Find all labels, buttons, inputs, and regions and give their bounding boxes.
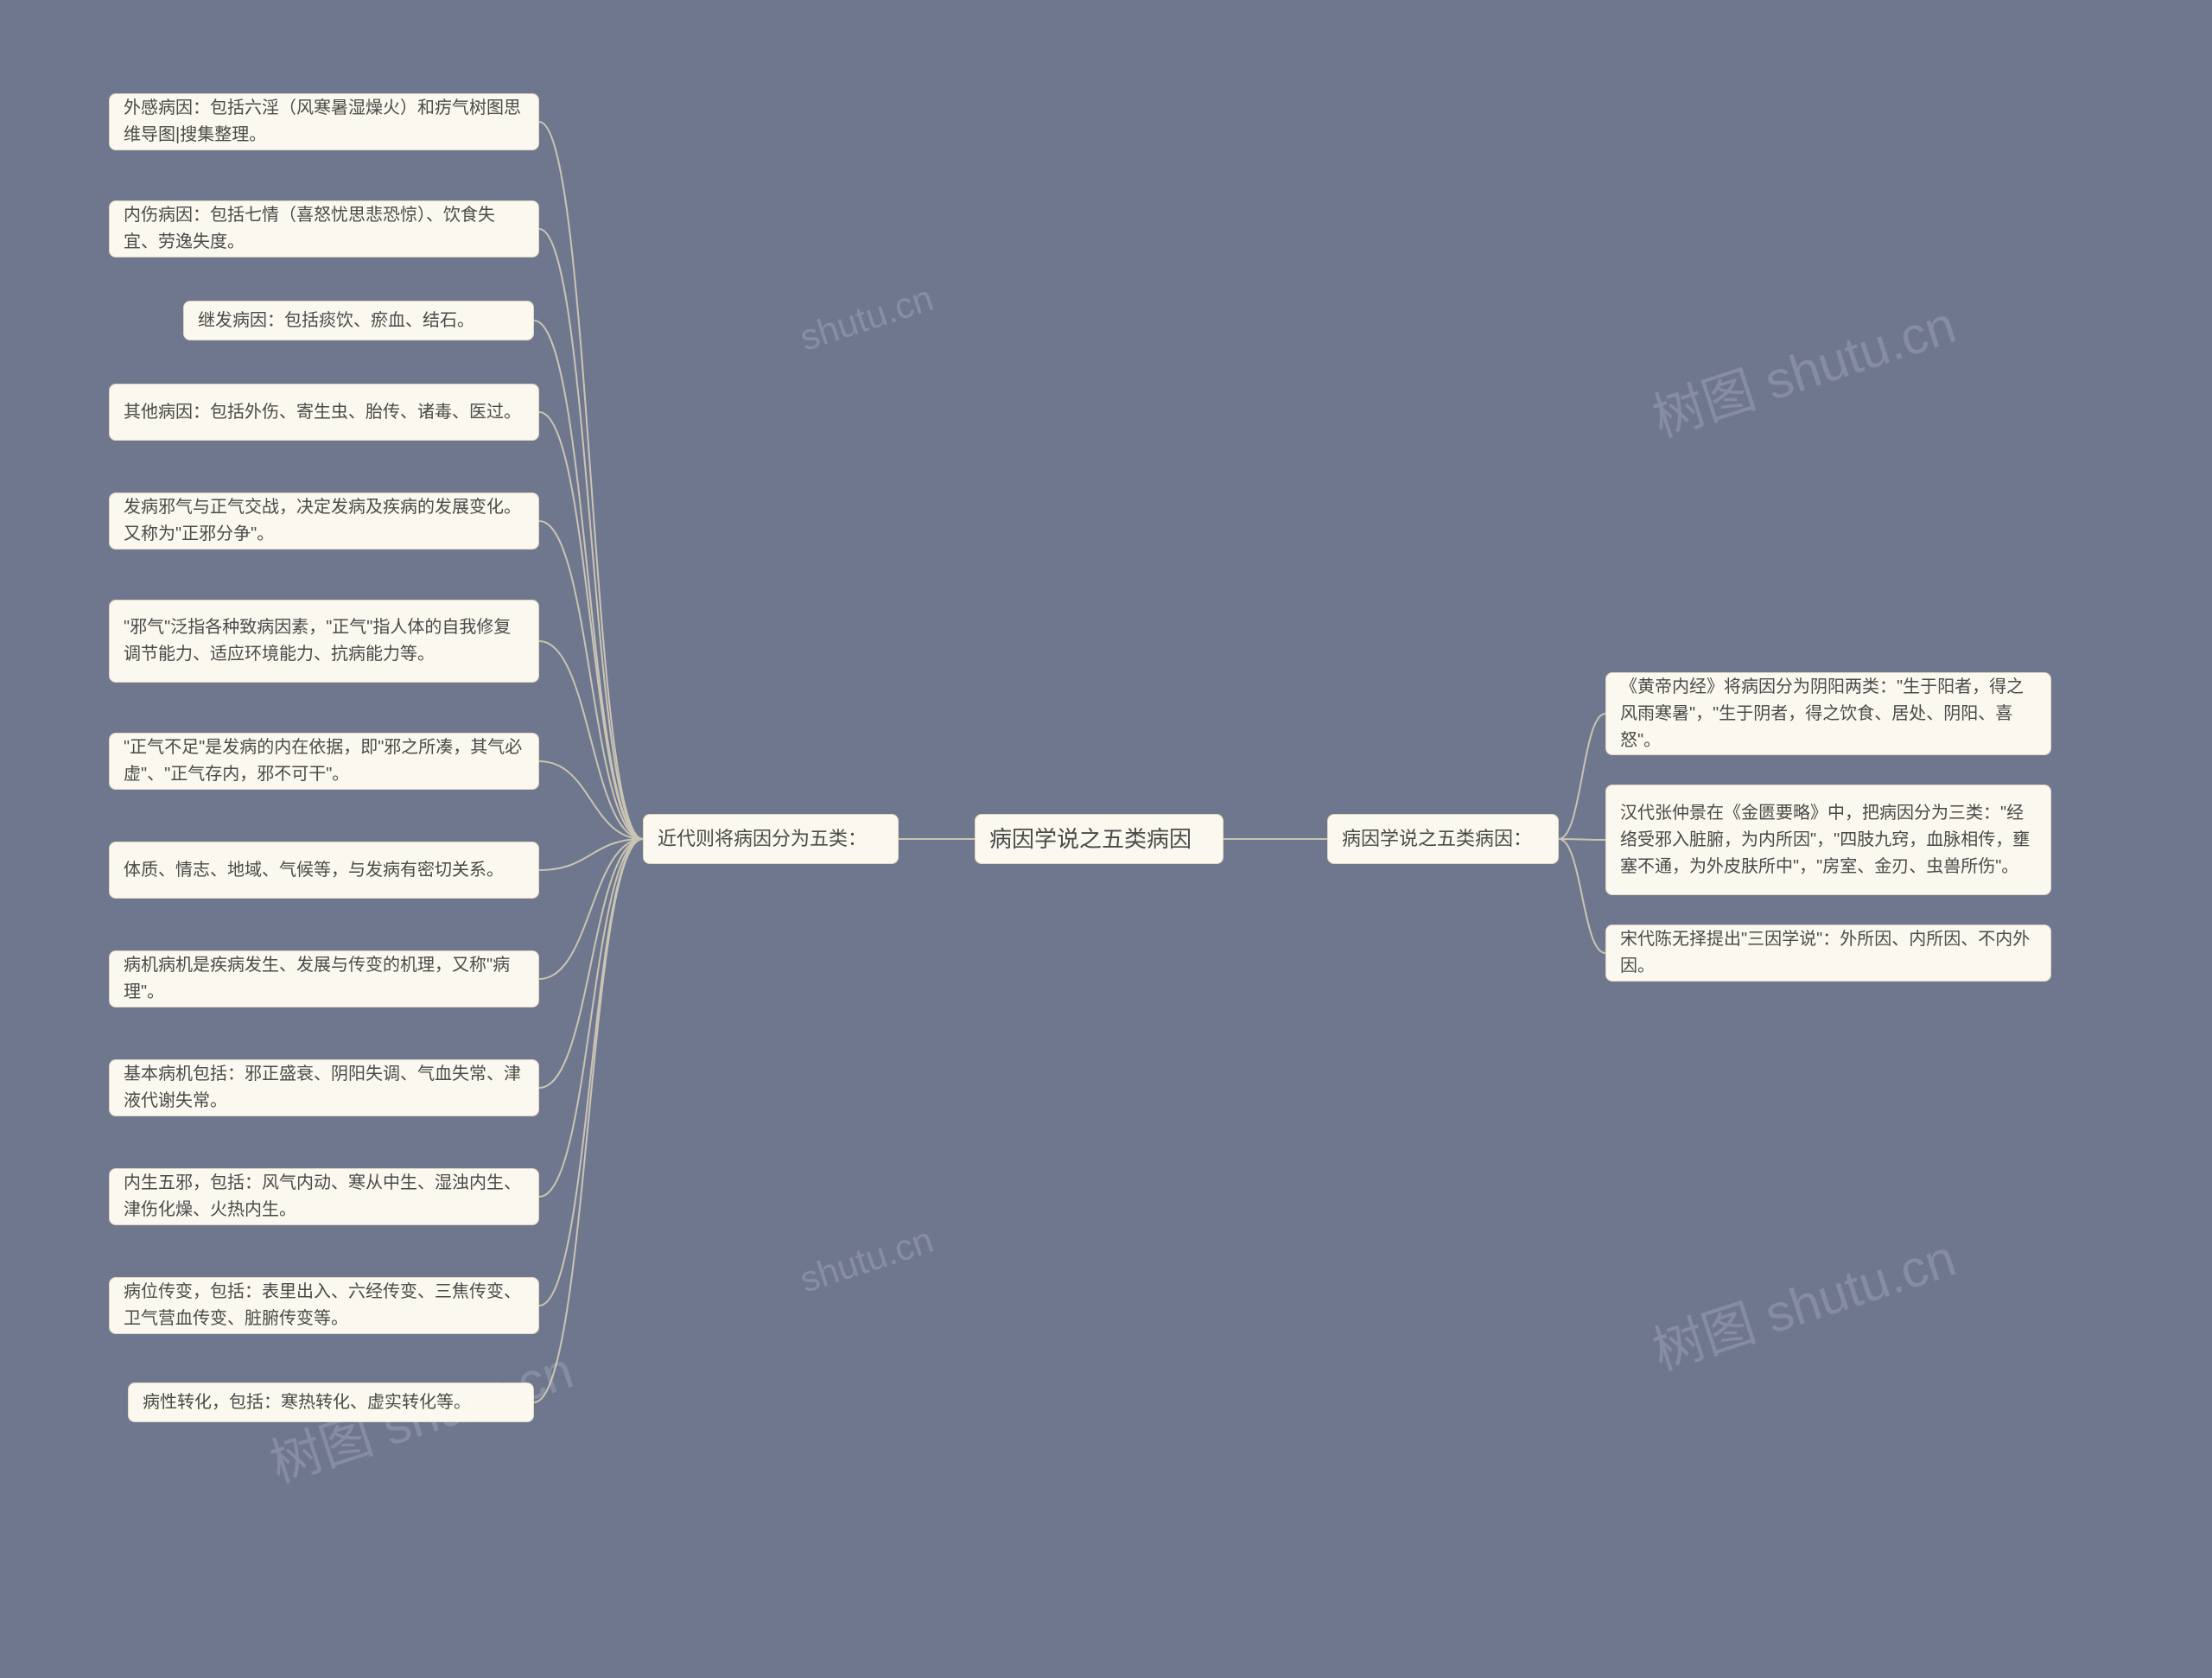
left-leaf-5: 发病邪气与正气交战，决定发病及疾病的发展变化。又称为"正邪分争"。 — [109, 493, 539, 550]
mindmap-canvas: 病因学说之五类病因 病因学说之五类病因： 近代则将病因分为五类： 《黄帝内经》将病因分… — [0, 0, 2212, 1678]
root-node-label: 病因学说之五类病因 — [989, 822, 1192, 856]
left-leaf-12-label: 病位传变，包括：表里出入、六经传变、三焦传变、卫气营血传变、脏腑传变等。 — [124, 1279, 524, 1332]
left-leaf-2-label: 内伤病因：包括七情（喜怒忧思悲恐惊）、饮食失宜、劳逸失度。 — [124, 202, 524, 256]
watermark: shutu.cn — [795, 277, 938, 359]
left-leaf-8: 体质、情志、地域、气候等，与发病有密切关系。 — [109, 842, 539, 899]
right-branch-node: 病因学说之五类病因： — [1327, 814, 1559, 864]
left-leaf-3-label: 继发病因：包括痰饮、瘀血、结石。 — [198, 308, 474, 334]
left-leaf-5-label: 发病邪气与正气交战，决定发病及疾病的发展变化。又称为"正邪分争"。 — [124, 494, 524, 548]
left-leaf-2: 内伤病因：包括七情（喜怒忧思悲恐惊）、饮食失宜、劳逸失度。 — [109, 200, 539, 257]
left-leaf-10-label: 基本病机包括：邪正盛衰、阴阳失调、气血失常、津液代谢失常。 — [124, 1061, 524, 1115]
left-leaf-12: 病位传变，包括：表里出入、六经传变、三焦传变、卫气营血传变、脏腑传变等。 — [109, 1277, 539, 1334]
right-leaf-3-label: 宋代陈无择提出"三因学说"：外所因、内所因、不内外因。 — [1620, 926, 2037, 980]
left-leaf-13: 病性转化，包括：寒热转化、虚实转化等。 — [128, 1382, 534, 1422]
left-leaf-7-label: "正气不足"是发病的内在依据，即"邪之所凑，其气必虚"、"正气存内，邪不可干"。 — [124, 734, 524, 788]
left-leaf-7: "正气不足"是发病的内在依据，即"邪之所凑，其气必虚"、"正气存内，邪不可干"。 — [109, 733, 539, 790]
left-leaf-3: 继发病因：包括痰饮、瘀血、结石。 — [183, 301, 534, 340]
watermark: 树图 shutu.cn — [1642, 1217, 1964, 1385]
right-leaf-1-label: 《黄帝内经》将病因分为阴阳两类："生于阳者，得之风雨寒暑"，"生于阴者，得之饮食… — [1620, 674, 2037, 754]
left-leaf-8-label: 体质、情志、地域、气候等，与发病有密切关系。 — [124, 857, 504, 884]
left-leaf-11-label: 内生五邪，包括：风气内动、寒从中生、湿浊内生、津伤化燥、火热内生。 — [124, 1170, 524, 1224]
left-branch-node: 近代则将病因分为五类： — [643, 814, 899, 864]
watermark: shutu.cn — [795, 1219, 938, 1301]
left-leaf-9: 病机病机是疾病发生、发展与传变的机理，又称"病理"。 — [109, 950, 539, 1007]
right-leaf-2: 汉代张仲景在《金匮要略》中，把病因分为三类："经络受邪入脏腑，为内所因"，"四肢… — [1605, 785, 2051, 895]
left-leaf-13-label: 病性转化，包括：寒热转化、虚实转化等。 — [143, 1389, 471, 1416]
left-leaf-9-label: 病机病机是疾病发生、发展与传变的机理，又称"病理"。 — [124, 952, 524, 1006]
left-leaf-4-label: 其他病因：包括外伤、寄生虫、胎传、诸毒、医过。 — [124, 399, 521, 426]
left-leaf-6-label: "邪气"泛指各种致病因素，"正气"指人体的自我修复调节能力、适应环境能力、抗病能… — [124, 614, 524, 668]
right-leaf-1: 《黄帝内经》将病因分为阴阳两类："生于阳者，得之风雨寒暑"，"生于阴者，得之饮食… — [1605, 672, 2051, 755]
left-branch-node-label: 近代则将病因分为五类： — [658, 824, 867, 854]
left-leaf-6: "邪气"泛指各种致病因素，"正气"指人体的自我修复调节能力、适应环境能力、抗病能… — [109, 600, 539, 683]
left-leaf-1: 外感病因：包括六淫（风寒暑湿燥火）和疠气树图思维导图|搜集整理。 — [109, 93, 539, 150]
root-node: 病因学说之五类病因 — [975, 814, 1224, 864]
right-leaf-3: 宋代陈无择提出"三因学说"：外所因、内所因、不内外因。 — [1605, 925, 2051, 982]
left-leaf-1-label: 外感病因：包括六淫（风寒暑湿燥火）和疠气树图思维导图|搜集整理。 — [124, 95, 524, 149]
left-leaf-11: 内生五邪，包括：风气内动、寒从中生、湿浊内生、津伤化燥、火热内生。 — [109, 1168, 539, 1225]
left-leaf-4: 其他病因：包括外伤、寄生虫、胎传、诸毒、医过。 — [109, 384, 539, 441]
left-leaf-10: 基本病机包括：邪正盛衰、阴阳失调、气血失常、津液代谢失常。 — [109, 1059, 539, 1116]
right-branch-node-label: 病因学说之五类病因： — [1342, 824, 1532, 854]
right-leaf-2-label: 汉代张仲景在《金匮要略》中，把病因分为三类："经络受邪入脏腑，为内所因"，"四肢… — [1620, 800, 2037, 880]
watermark: 树图 shutu.cn — [1642, 283, 1964, 452]
